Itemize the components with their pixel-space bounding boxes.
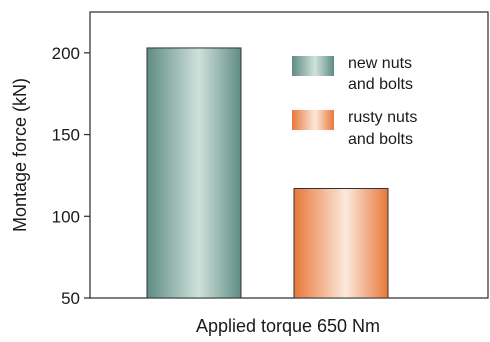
bar-new-nuts-and-bolts bbox=[146, 47, 242, 299]
legend-swatch-rusty bbox=[292, 110, 334, 130]
y-tick-label: 50 bbox=[61, 289, 80, 308]
legend-label-rusty-line1: rusty nuts bbox=[348, 109, 417, 126]
bars bbox=[146, 47, 389, 299]
plot-frame bbox=[89, 11, 489, 299]
y-axis-ticks: 50 100 150 200 bbox=[52, 44, 90, 308]
x-axis-title: Applied torque 650 Nm bbox=[196, 316, 380, 336]
bar-rusty-nuts-and-bolts bbox=[293, 188, 389, 299]
legend-label-new-line1: new nuts bbox=[348, 55, 412, 72]
legend-swatch-new bbox=[292, 56, 334, 76]
y-tick-label: 100 bbox=[52, 207, 80, 226]
y-tick-label: 150 bbox=[52, 126, 80, 145]
legend-label-new-line2: and bolts bbox=[348, 76, 413, 93]
y-axis-title: Montage force (kN) bbox=[10, 78, 30, 232]
legend-label-rusty-line2: and bolts bbox=[348, 131, 413, 148]
legend: new nuts and bolts rusty nuts and bolts bbox=[292, 55, 417, 148]
y-tick-label: 200 bbox=[52, 44, 80, 63]
